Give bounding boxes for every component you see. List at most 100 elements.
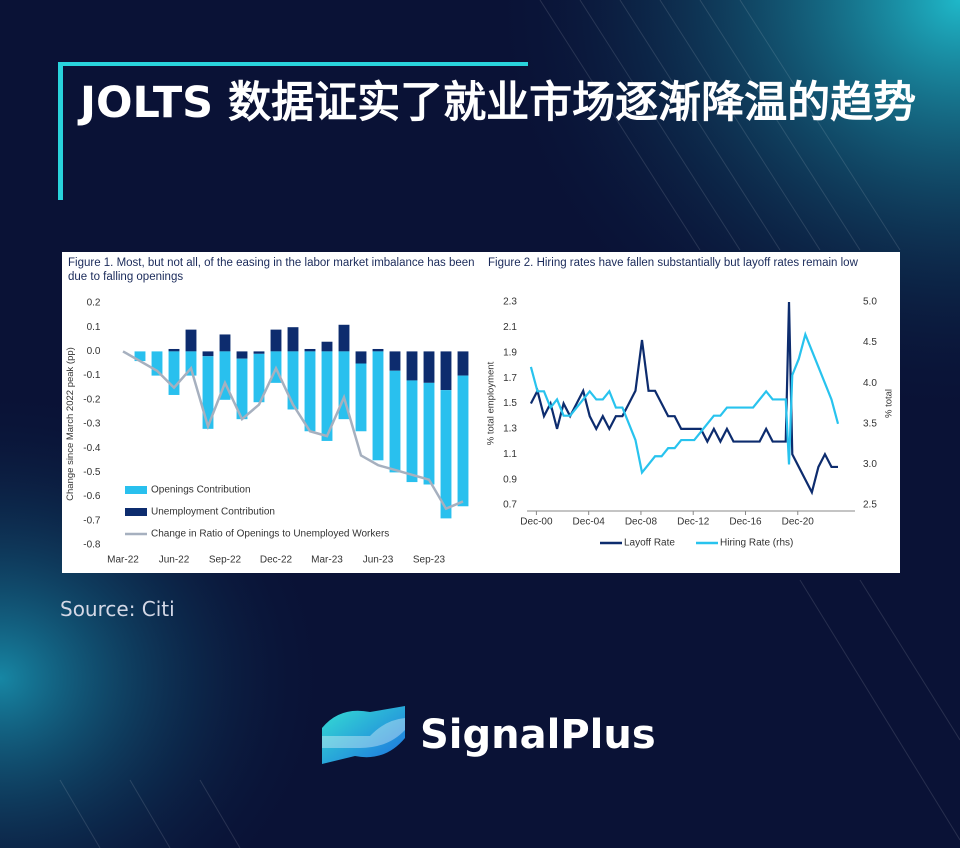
x-tick-label: Jun-22 — [159, 555, 190, 566]
bar — [185, 329, 197, 352]
bar — [406, 380, 418, 483]
y-tick-label: -0.7 — [83, 515, 101, 526]
bar — [338, 351, 350, 420]
y-tick-label: 0.1 — [87, 322, 101, 333]
x-tick-label: Mar-22 — [107, 555, 139, 566]
bar — [287, 327, 299, 352]
bar — [440, 351, 452, 391]
bar — [355, 351, 367, 364]
bar — [321, 351, 333, 441]
bar — [202, 351, 214, 357]
x-tick-label: Dec-00 — [520, 517, 553, 528]
x-tick-label: Mar-23 — [311, 555, 343, 566]
x-tick-label: Dec-16 — [729, 517, 762, 528]
x-tick-label: Dec-12 — [677, 517, 710, 528]
brand: SignalPlus — [420, 712, 656, 758]
y2-axis-label: % total — [884, 389, 895, 418]
y-tick-label: 2.1 — [503, 322, 517, 333]
y2-tick-label: 3.0 — [863, 459, 877, 470]
bar — [389, 370, 401, 473]
bar — [270, 329, 282, 352]
bar — [372, 348, 384, 352]
legend-label: Hiring Rate (rhs) — [720, 538, 793, 549]
logo-icon — [322, 706, 405, 764]
x-tick-label: Sep-22 — [209, 555, 242, 566]
y2-tick-label: 2.5 — [863, 500, 877, 511]
x-tick-label: Dec-20 — [782, 517, 815, 528]
y-tick-label: -0.3 — [83, 419, 101, 430]
y-tick-label: 0.0 — [87, 346, 101, 357]
source: Source: Citi — [60, 597, 175, 621]
bar — [168, 351, 180, 395]
bar — [253, 351, 265, 354]
y-tick-label: -0.4 — [83, 443, 101, 454]
y-tick-label: 1.5 — [503, 398, 517, 409]
bar — [457, 375, 469, 507]
y-tick-label: 1.9 — [503, 347, 517, 358]
bar — [457, 351, 469, 376]
x-tick-label: Jun-23 — [363, 555, 394, 566]
y2-tick-label: 3.5 — [863, 418, 877, 429]
bar — [168, 348, 180, 352]
bar — [236, 358, 248, 420]
charts: 0.2 0.1 0.0 -0.1 -0.2 -0.3 -0.4 -0.5 -0.6 -0.7 -0.… — [65, 297, 895, 566]
bar — [287, 351, 299, 410]
x-tick-label: Sep-23 — [413, 555, 446, 566]
decor-lines — [59, 0, 960, 848]
bar — [423, 351, 435, 383]
y-tick-label: -0.2 — [83, 394, 101, 405]
y2-tick-label: 4.5 — [863, 337, 877, 348]
bar — [406, 351, 418, 381]
legend-swatch — [125, 486, 147, 494]
y-tick-label: -0.5 — [83, 467, 101, 478]
bar — [389, 351, 401, 371]
y-tick-label: 1.3 — [503, 424, 517, 435]
y-axis-label: Change since March 2022 peak (pp) — [65, 347, 76, 501]
title-accent — [58, 62, 63, 200]
legend-swatch — [125, 508, 147, 516]
legend-label: Openings Contribution — [151, 485, 251, 496]
bar — [440, 390, 452, 519]
bar — [372, 351, 384, 461]
bar — [355, 363, 367, 432]
y-axis-label: % total employment — [486, 361, 497, 445]
y-tick-label: 1.1 — [503, 449, 517, 460]
x-tick-label: Dec-08 — [625, 517, 658, 528]
x-tick-label: Dec-04 — [573, 517, 606, 528]
y-tick-label: 0.7 — [503, 500, 517, 511]
title-accent — [58, 62, 528, 66]
x-tick-label: Dec-22 — [260, 555, 293, 566]
legend-label: Unemployment Contribution — [151, 507, 275, 518]
bar — [304, 348, 316, 352]
line — [529, 331, 840, 476]
bar — [219, 351, 231, 400]
chart-title: Figure 2. Hiring rates have fallen subst… — [488, 257, 858, 269]
line — [529, 301, 839, 496]
y-tick-label: 1.7 — [503, 373, 517, 384]
y-tick-label: 0.2 — [87, 298, 101, 309]
bar — [219, 334, 231, 352]
bar — [338, 324, 350, 352]
bar — [202, 356, 214, 429]
y-tick-label: -0.8 — [83, 540, 101, 551]
bar — [423, 382, 435, 485]
y2-tick-label: 5.0 — [863, 297, 877, 308]
y2-tick-label: 4.0 — [863, 378, 877, 389]
y-tick-label: -0.1 — [83, 370, 101, 381]
line — [122, 350, 464, 511]
chart-title: Figure 1. Most, but not all, of the easi… — [68, 257, 475, 283]
bar — [321, 341, 333, 352]
y-tick-label: 0.9 — [503, 474, 517, 485]
bar — [151, 351, 163, 376]
bar — [304, 351, 316, 432]
bar — [185, 351, 197, 376]
bar — [253, 353, 265, 403]
headline: JOLTS 数据证实了就业市场逐渐降温的趋势 — [80, 78, 917, 128]
legend-label: Change in Ratio of Openings to Unemploye… — [151, 529, 389, 540]
y-tick-label: -0.6 — [83, 491, 101, 502]
bar — [134, 351, 146, 362]
bar — [236, 351, 248, 359]
legend-label: Layoff Rate — [624, 538, 675, 549]
